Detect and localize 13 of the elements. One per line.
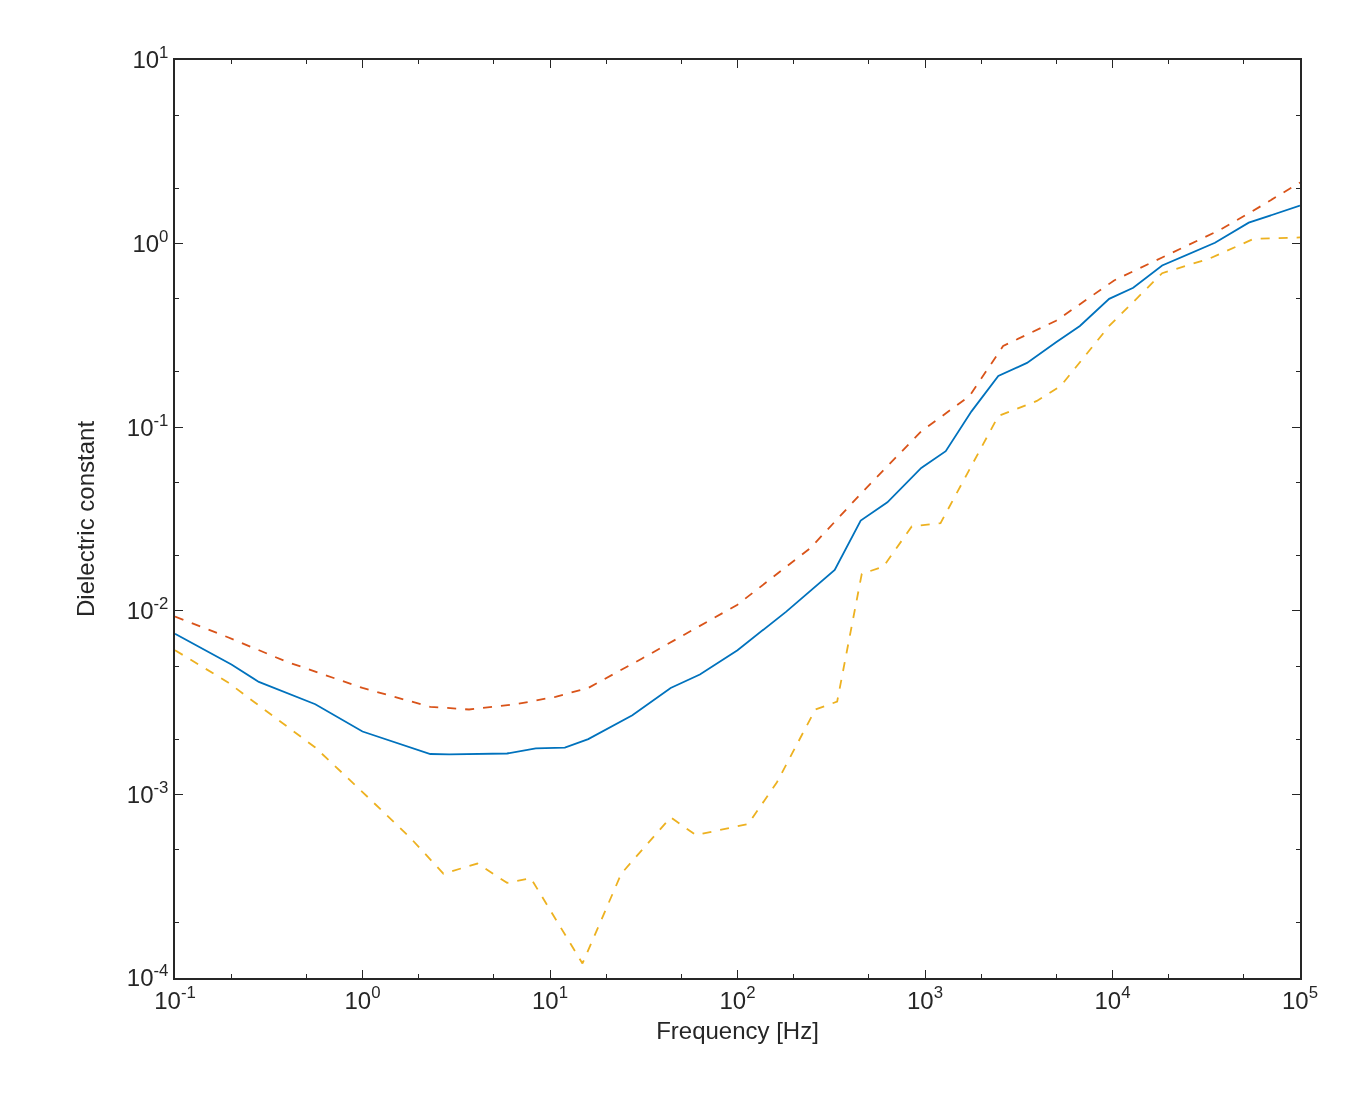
y-tick-label: 10$^{1}$ [132,43,169,74]
y-tick-label: 10$^{0}$ [132,226,169,257]
x-tick-label: 10$^{4}$ [1094,983,1131,1014]
x-tick-label: 10$^{3}$ [906,983,944,1014]
x-tick-label: 10$^{1}$ [531,983,569,1014]
y-tick-label: 10$^{-1}$ [126,410,169,441]
y-tick-label: 10$^{-3}$ [126,777,169,808]
x-axis-title: Frequency [Hz] [656,1017,819,1045]
y-axis-title: Dielectric constant [72,420,100,618]
y-tick-label: 10$^{-2}$ [126,594,169,625]
x-tick-label: 10$^{5}$ [1281,983,1319,1014]
x-tick-label: 10$^{0}$ [344,983,381,1014]
x-tick-label: 10$^{2}$ [719,983,756,1014]
